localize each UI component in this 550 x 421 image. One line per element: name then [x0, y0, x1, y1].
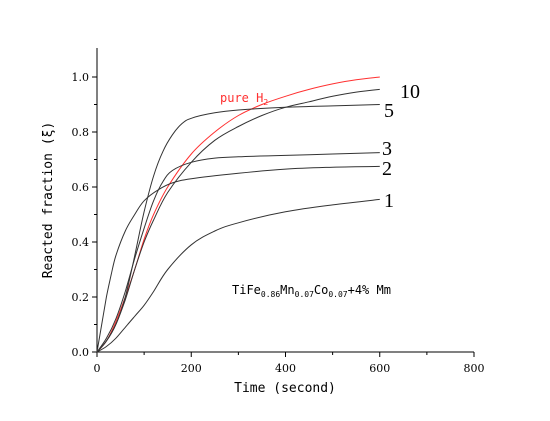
- annotation-sub2: 0.07: [295, 290, 314, 299]
- x-tick-label: 0: [94, 362, 101, 375]
- series-label-2: 2: [382, 158, 392, 180]
- series-line-pure-h2: [96, 76, 380, 353]
- annotation-el2: Mn: [280, 283, 294, 297]
- series-label-1: 1: [384, 190, 394, 212]
- series-line-5: [96, 104, 380, 353]
- series-label-3: 3: [382, 138, 392, 160]
- annotation-base: TiFe: [232, 283, 261, 297]
- series-label-main: pure H: [220, 91, 263, 105]
- series-label-subscript: 2: [263, 98, 268, 107]
- x-axis-title: Time (second): [234, 381, 336, 396]
- x-tick-label: 600: [369, 362, 390, 375]
- x-axis-ticks: 0 200 400 600 800: [94, 352, 485, 375]
- series-label-pure-h2: pure H2: [220, 91, 268, 107]
- y-tick-label: 0.8: [72, 126, 90, 139]
- annotation-el3: Co: [314, 283, 328, 297]
- y-tick-label: 0.6: [72, 181, 90, 194]
- series-label-10: 10: [400, 81, 420, 103]
- y-tick-label: 0.4: [72, 236, 90, 249]
- y-axis-title: Reacted fraction (ξ): [41, 122, 56, 279]
- series-line-3: [96, 152, 380, 353]
- annotation-sub3: 0.07: [328, 290, 347, 299]
- y-axis-ticks: 0.0 0.2 0.4 0.6 0.8 1.0: [72, 71, 97, 359]
- y-tick-label: 1.0: [72, 71, 90, 84]
- annotation-suffix: +4% Mm: [348, 283, 391, 297]
- annotation-sub1: 0.86: [261, 290, 280, 299]
- series-label-5: 5: [384, 100, 394, 122]
- x-tick-label: 400: [275, 362, 296, 375]
- series-line-1: [96, 198, 380, 353]
- x-tick-label: 200: [181, 362, 202, 375]
- y-tick-label: 0.2: [72, 291, 90, 304]
- series-lines: [96, 76, 380, 353]
- series-line-2: [96, 165, 380, 353]
- y-tick-label: 0.0: [72, 346, 90, 359]
- x-tick-label: 800: [464, 362, 485, 375]
- composition-annotation: TiFe0.86Mn0.07Co0.07+4% Mm: [232, 283, 391, 299]
- series-line-10: [96, 88, 380, 353]
